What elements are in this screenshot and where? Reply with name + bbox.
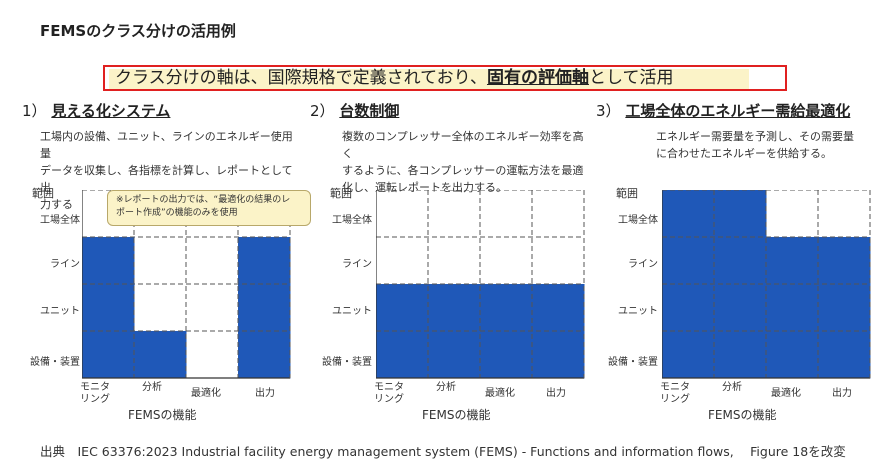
x-axis-title: FEMSの機能 [708, 408, 777, 422]
filled-cell [532, 284, 585, 332]
column-label-optimization: 最適化 [485, 388, 515, 399]
panel-number: 3） [596, 102, 621, 120]
row-label-equipment: 設備・装置 [30, 357, 80, 368]
filled-cell [766, 331, 819, 379]
description-line: するように、各コンプレッサーの運転方法を最適 [342, 164, 584, 177]
filled-cell [662, 190, 715, 238]
filled-cell [134, 331, 187, 379]
row-label-equipment: 設備・装置 [608, 357, 658, 368]
column-label-monitoring: モニタ リング [660, 382, 690, 405]
banner-text: クラス分けの軸は、国際規格で定義されており、固有の評価軸として活用 [115, 67, 673, 89]
filled-cell [376, 331, 429, 379]
filled-cell [238, 331, 291, 379]
description-line: 複数のコンプレッサー全体のエネルギー効率を高く [342, 130, 584, 160]
column-label-analysis: 分析 [436, 382, 456, 393]
page-title: FEMSのクラス分けの活用例 [40, 22, 236, 40]
description-line: 力する [40, 198, 73, 211]
description-line: 工場内の設備、ユニット、ラインのエネルギー使用量 [40, 130, 293, 160]
panel-3: 3） 工場全体のエネルギー需給最適化 エネルギー需要量を予測し、その需要量 に合… [596, 100, 876, 422]
filled-cell [662, 331, 715, 379]
range-axis-label: 範囲 [330, 187, 352, 200]
filled-cell [714, 284, 767, 332]
x-axis-title: FEMSの機能 [128, 408, 197, 422]
callout-line: ※レポートの出力では、“最適化の結果のレ [116, 195, 291, 205]
filled-cell [766, 284, 819, 332]
capability-grid [376, 190, 585, 379]
filled-cell [818, 237, 871, 285]
description-line: に合わせたエネルギーを供給する。 [656, 147, 832, 160]
filled-cell [714, 331, 767, 379]
panel-name: 見える化システム [51, 102, 171, 120]
panel-name: 工場全体のエネルギー需給最適化 [625, 102, 851, 120]
column-label-output: 出力 [832, 388, 852, 399]
filled-cell [82, 331, 135, 379]
column-label-output: 出力 [546, 388, 566, 399]
row-label-unit: ユニット [618, 306, 658, 317]
filled-cell [428, 284, 481, 332]
row-label-factory: 工場全体 [40, 215, 80, 226]
filled-cell [82, 237, 135, 285]
panel-description: 複数のコンプレッサー全体のエネルギー効率を高く するように、各コンプレッサーの運… [342, 128, 590, 196]
column-label-monitoring: モニタ リング [80, 382, 110, 405]
filled-cell [662, 237, 715, 285]
filled-cell [766, 237, 819, 285]
description-line: 化し、運転レポートを出力する。 [342, 181, 507, 194]
filled-cell [376, 284, 429, 332]
column-label-output: 出力 [255, 388, 275, 399]
key-message-banner: クラス分けの軸は、国際規格で定義されており、固有の評価軸として活用 [103, 65, 787, 91]
callout-line: ポート作成”の機能のみを使用 [116, 208, 238, 218]
banner-highlight [109, 69, 749, 89]
row-label-line: ライン [628, 259, 658, 270]
column-label-optimization: 最適化 [771, 388, 801, 399]
grid-axes [376, 190, 584, 379]
filled-cell [662, 284, 715, 332]
filled-cell [532, 331, 585, 379]
filled-cell [428, 331, 481, 379]
row-label-equipment: 設備・装置 [322, 357, 372, 368]
panel-heading: 1） 見える化システム [22, 100, 170, 121]
filled-cell [714, 190, 767, 238]
filled-cell [238, 237, 291, 285]
row-label-line: ライン [50, 259, 80, 270]
banner-text-emphasis: 固有の評価軸 [486, 68, 589, 88]
source-citation: 出典 IEC 63376:2023 Industrial facility en… [40, 444, 846, 459]
row-label-unit: ユニット [332, 306, 372, 317]
row-label-factory: 工場全体 [618, 215, 658, 226]
filled-cell [82, 284, 135, 332]
panel-2: 2） 台数制御 複数のコンプレッサー全体のエネルギー効率を高く するように、各コ… [310, 100, 590, 422]
filled-cell [238, 284, 291, 332]
filled-cell [480, 331, 533, 379]
filled-cell [818, 331, 871, 379]
filled-cell [480, 284, 533, 332]
range-axis-label: 範囲 [616, 187, 638, 200]
panel-heading: 3） 工場全体のエネルギー需給最適化 [596, 100, 850, 121]
grid-axes [82, 190, 290, 379]
grid-axes [662, 190, 870, 379]
filled-cell [714, 237, 767, 285]
panel-description: エネルギー需要量を予測し、その需要量 に合わせたエネルギーを供給する。 [656, 128, 854, 162]
row-label-factory: 工場全体 [332, 215, 372, 226]
banner-text-after: として活用 [588, 68, 674, 88]
range-axis-label: 範囲 [32, 187, 54, 200]
description-line: エネルギー需要量を予測し、その需要量 [656, 130, 854, 143]
row-label-line: ライン [342, 259, 372, 270]
panel-heading: 2） 台数制御 [310, 100, 399, 121]
description-line: データを収集し、各指標を計算し、レポートとして出 [40, 164, 293, 194]
capability-grid [82, 190, 291, 379]
column-label-monitoring: モニタ リング [374, 382, 404, 405]
panel-number: 1） [22, 102, 47, 120]
panel-description: 工場内の設備、ユニット、ラインのエネルギー使用量 データを収集し、各指標を計算し… [40, 128, 302, 213]
panel-name: 台数制御 [339, 102, 400, 120]
panel-1: 1） 見える化システム 工場内の設備、ユニット、ラインのエネルギー使用量 データ… [22, 100, 311, 422]
banner-text-before: クラス分けの軸は、国際規格で定義されており、 [115, 68, 487, 88]
panel-number: 2） [310, 102, 335, 120]
row-label-unit: ユニット [40, 306, 80, 317]
filled-cell [818, 284, 871, 332]
x-axis-title: FEMSの機能 [422, 408, 491, 422]
column-label-analysis: 分析 [722, 382, 742, 393]
column-label-analysis: 分析 [142, 382, 162, 393]
note-callout: ※レポートの出力では、“最適化の結果のレ ポート作成”の機能のみを使用 [107, 190, 311, 226]
capability-grid [662, 190, 871, 379]
column-label-optimization: 最適化 [191, 388, 221, 399]
